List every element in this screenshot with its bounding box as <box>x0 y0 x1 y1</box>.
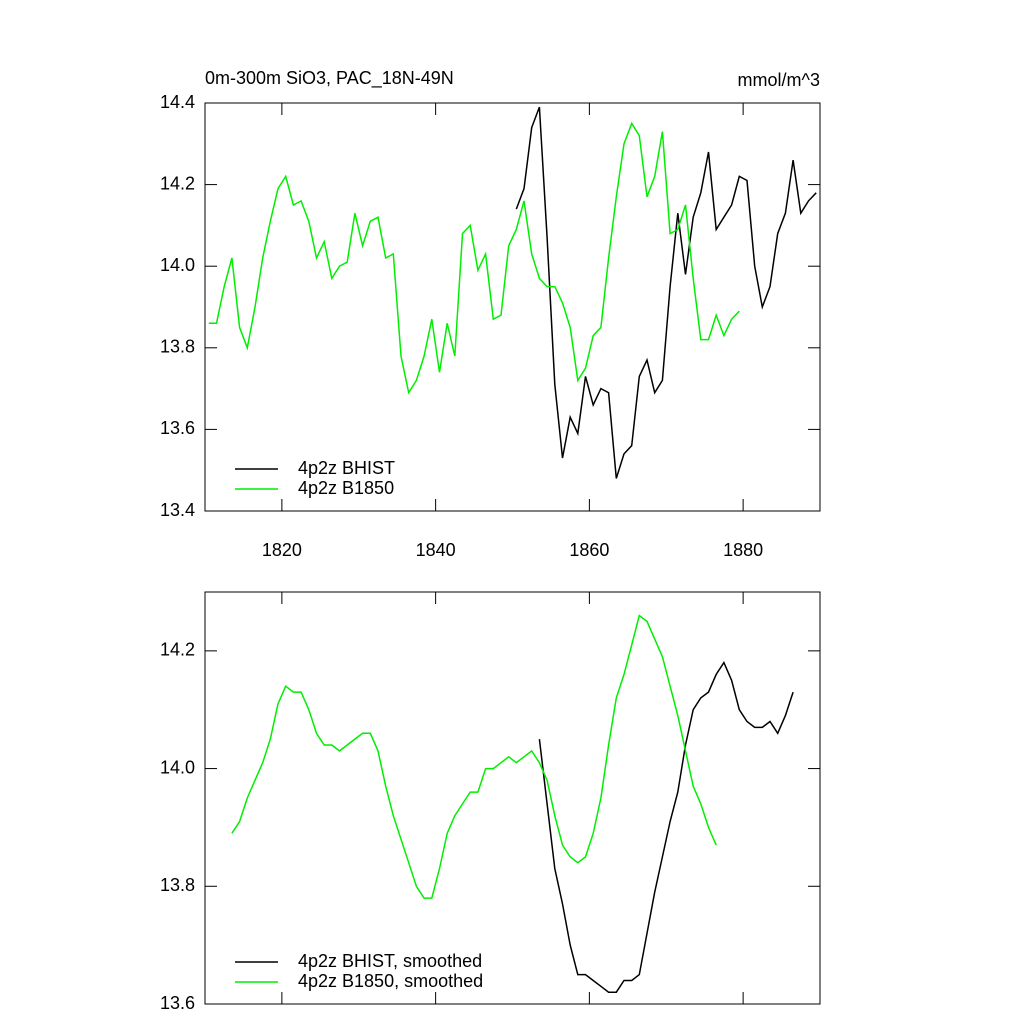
legend-label: 4p2z B1850, smoothed <box>298 971 483 991</box>
x-tick-label: 1860 <box>569 540 609 560</box>
series-line <box>231 614 717 899</box>
y-tick-label: 14.2 <box>160 640 195 660</box>
y-tick-label: 14.4 <box>160 92 195 112</box>
legend-label: 4p2z BHIST <box>298 458 395 478</box>
plot-frame <box>204 591 821 1005</box>
y-tick-label: 13.8 <box>160 337 195 357</box>
y-tick-label: 14.0 <box>160 255 195 275</box>
y-tick-label: 13.8 <box>160 875 195 895</box>
y-tick-label: 13.6 <box>160 993 195 1013</box>
plot-frame <box>204 102 821 512</box>
x-tick-label: 1820 <box>262 540 302 560</box>
series-line <box>515 106 817 479</box>
y-tick-label: 13.6 <box>160 418 195 438</box>
chart-title: 0m-300m SiO3, PAC_18N-49N <box>205 68 454 89</box>
units-label: mmol/m^3 <box>738 70 820 90</box>
legend-label: 4p2z BHIST, smoothed <box>298 951 482 971</box>
y-tick-label: 13.4 <box>160 500 195 520</box>
x-tick-label: 1880 <box>723 540 763 560</box>
y-tick-label: 14.0 <box>160 757 195 777</box>
series-line <box>538 661 794 993</box>
x-tick-label: 1840 <box>416 540 456 560</box>
y-tick-label: 14.2 <box>160 173 195 193</box>
series-line <box>208 121 740 395</box>
legend-label: 4p2z B1850 <box>298 478 394 498</box>
